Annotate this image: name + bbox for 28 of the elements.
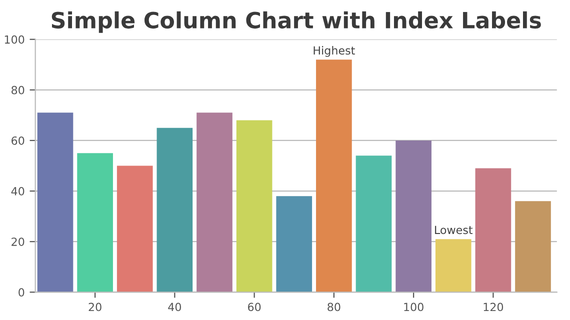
- bar: [276, 196, 312, 292]
- x-tick-label: 80: [328, 302, 340, 312]
- x-tick-label: 60: [248, 302, 261, 312]
- x-tick-label: 120: [484, 302, 504, 312]
- bar: [396, 140, 432, 292]
- bar: [236, 120, 272, 292]
- annotation: Highest: [314, 46, 355, 57]
- y-tick-label: 20: [12, 238, 24, 246]
- bar: [196, 112, 232, 292]
- bar: [77, 153, 113, 292]
- bar: [515, 201, 551, 292]
- bar: [356, 156, 392, 292]
- x-tick-label: 40: [168, 302, 182, 312]
- y-tick-label: 100: [4, 35, 24, 44]
- bar: [316, 60, 352, 292]
- x-tick-label: 100: [404, 302, 424, 312]
- x-tick-label: 20: [88, 302, 102, 312]
- y-tick-label: 80: [12, 86, 24, 94]
- chart-title: Simple Column Chart with Index Labels: [52, 11, 541, 33]
- bar: [116, 166, 153, 292]
- y-tick-label: 40: [11, 187, 24, 196]
- y-tick-label: 60: [12, 136, 24, 145]
- annotation: Lowest: [435, 226, 473, 234]
- bar: [37, 112, 74, 292]
- bar: [435, 239, 472, 292]
- bar: [156, 128, 193, 292]
- y-tick-label: 0: [18, 288, 24, 297]
- bar: [475, 168, 512, 292]
